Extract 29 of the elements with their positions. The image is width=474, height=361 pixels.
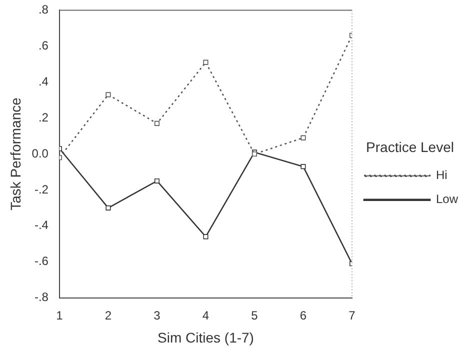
text: Low [436, 192, 458, 206]
legend-title: Practice Level [366, 138, 454, 155]
x-tick-label: 4 [202, 308, 210, 322]
text: Hi [436, 168, 448, 182]
x-tick-label: 1 [56, 308, 64, 322]
point [154, 120, 160, 126]
y-tick-label: .4 [38, 74, 49, 88]
point [203, 60, 208, 65]
y-tick-label: .8 [38, 2, 49, 17]
y-tick-label: -.2 [34, 182, 49, 196]
x-tick-label: 6 [300, 308, 307, 322]
y-tick-label: .6 [38, 38, 49, 52]
point [106, 92, 111, 98]
x-tick-label: 3 [154, 308, 161, 322]
x-axis-title: Sim Cities (1-7) [158, 329, 254, 346]
y-tick-label: -.6 [34, 254, 49, 268]
point [300, 164, 306, 170]
point [154, 178, 160, 184]
y-tick-label: .2 [38, 110, 49, 124]
point [203, 234, 208, 240]
y-tick-label: -.8 [34, 290, 49, 304]
x-tick-label: 2 [104, 308, 112, 322]
y-tick-label: 0.0 [32, 146, 49, 160]
y-tick-label: -.4 [34, 218, 49, 232]
y-axis-title: Task Performance [7, 97, 24, 210]
point [300, 135, 306, 140]
point [106, 205, 111, 210]
x-tick-label: 7 [348, 308, 356, 322]
x-tick-label: 5 [251, 308, 258, 322]
